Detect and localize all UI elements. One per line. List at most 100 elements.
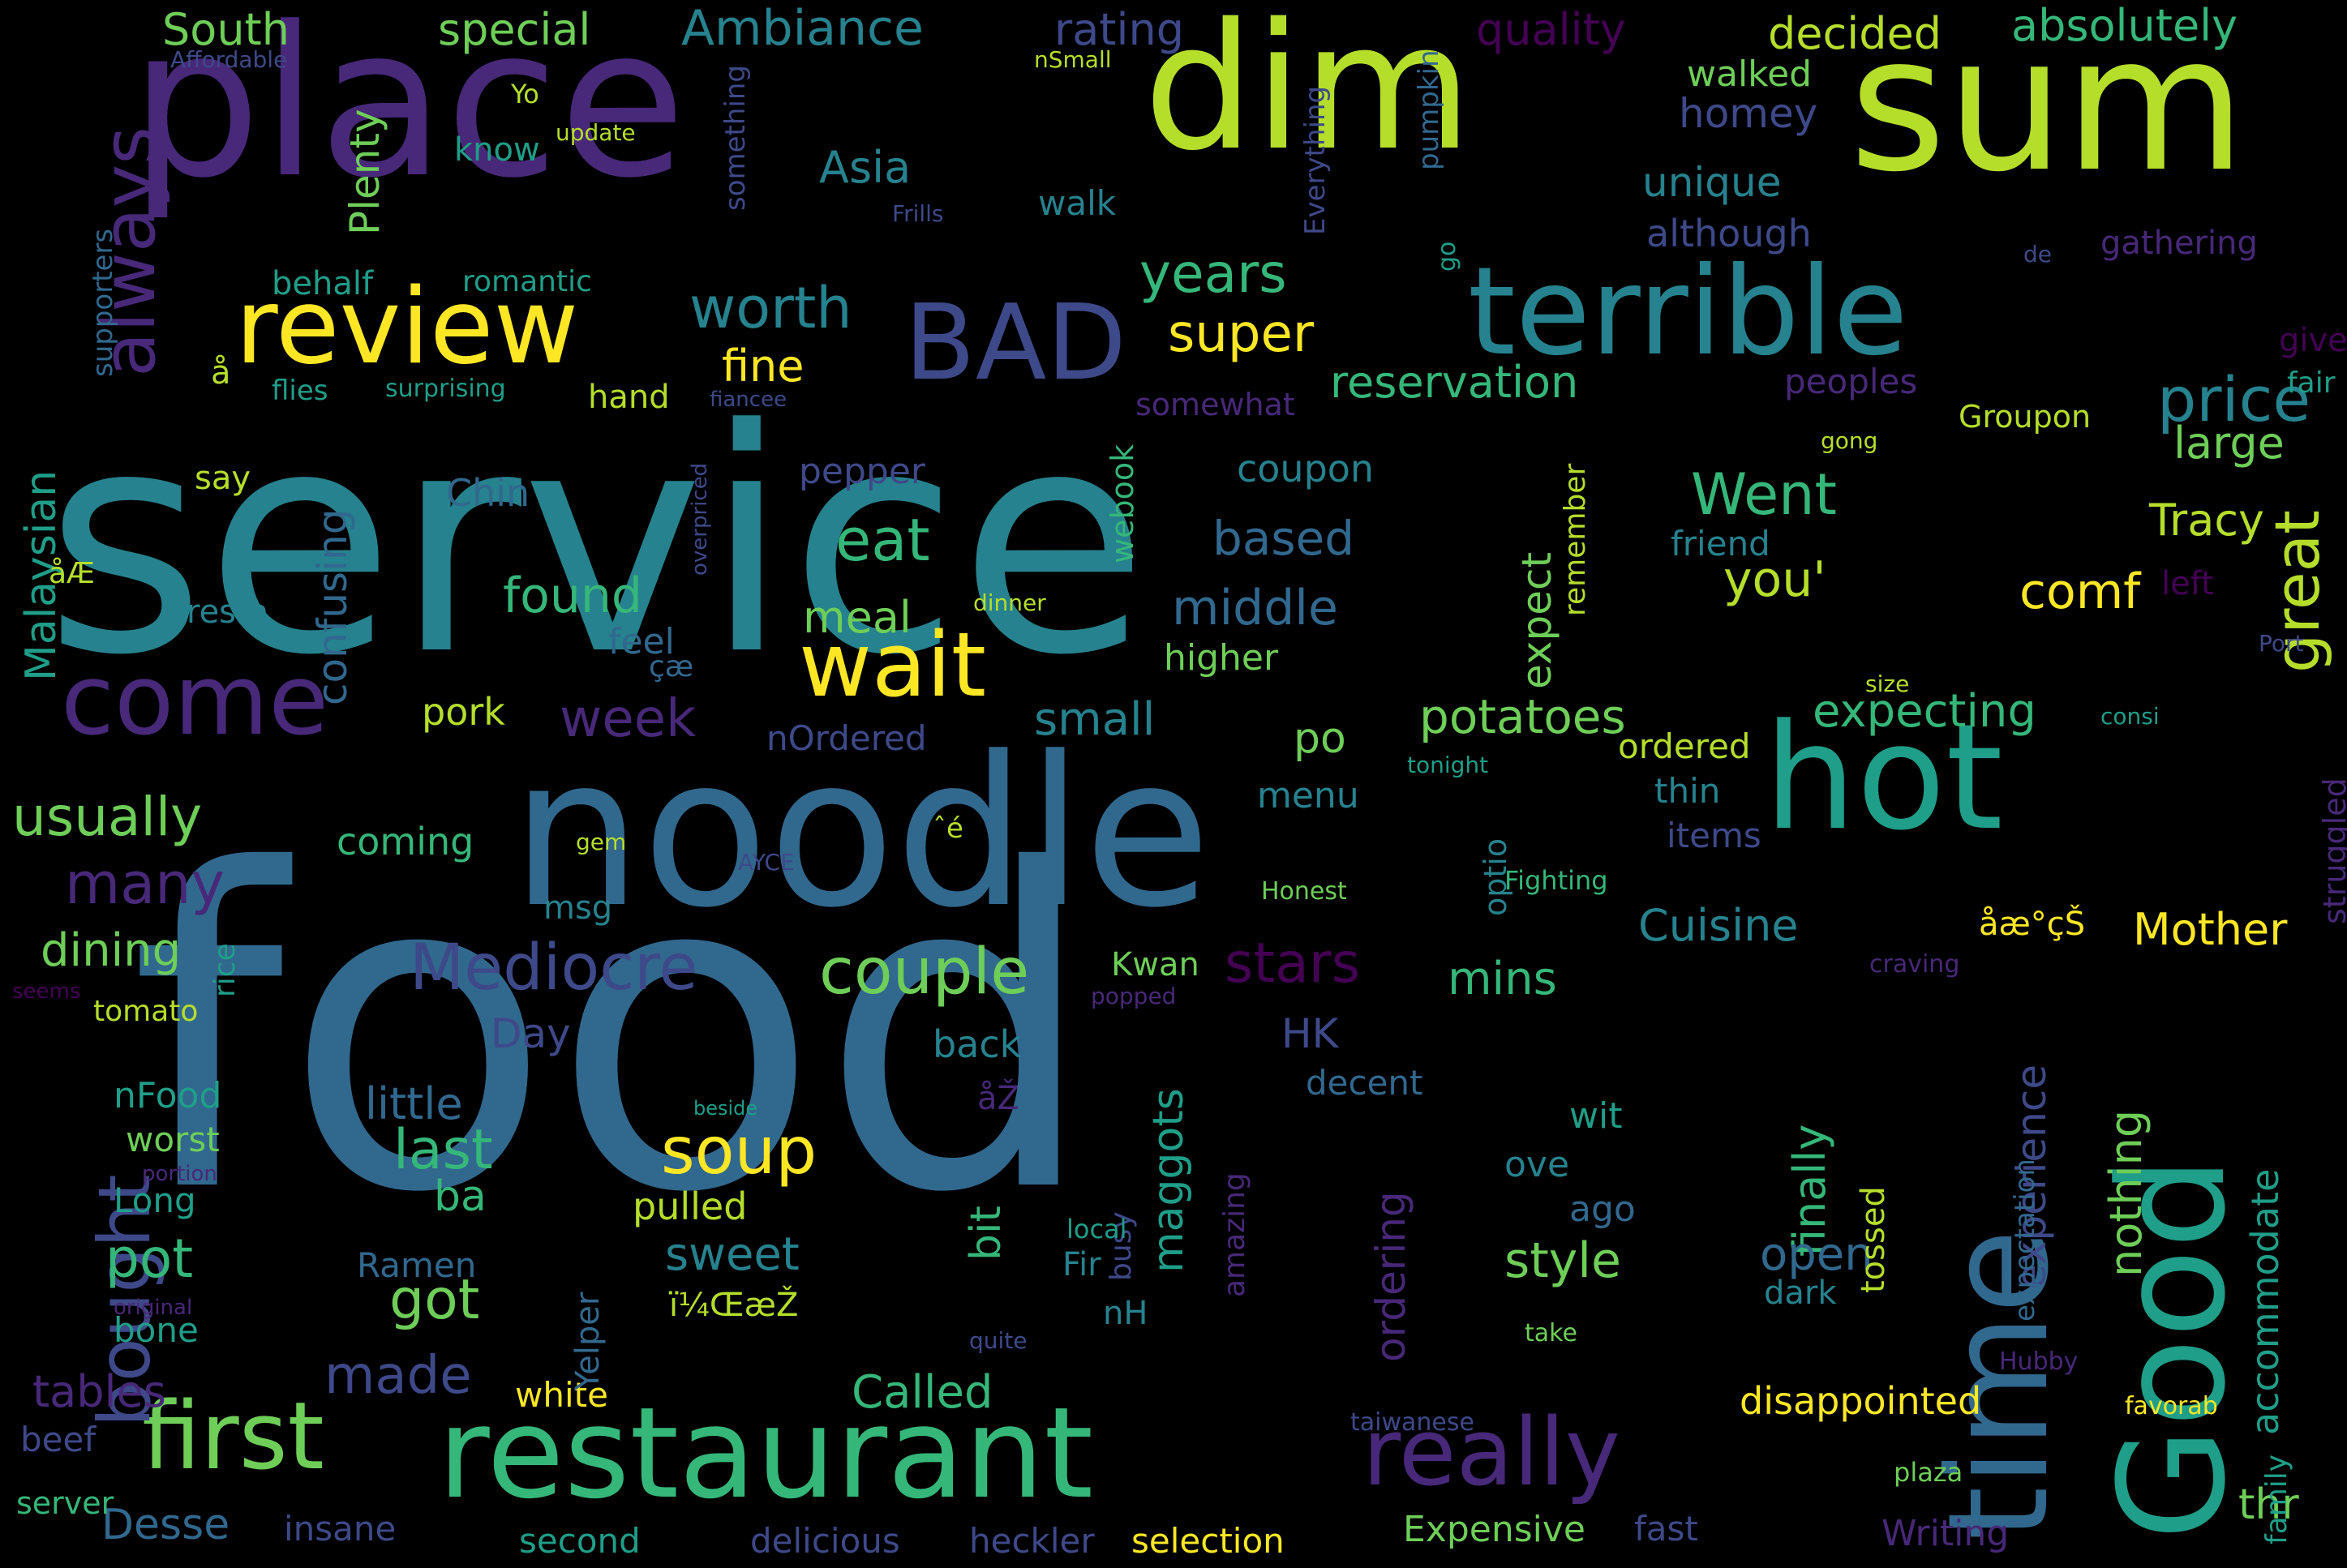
word-ove: ove [1504,1144,1570,1185]
word-walked: walked [1687,54,1813,95]
word-update: update [556,119,636,146]
word-frills: Frills [892,200,944,227]
word-beside: beside [693,1097,758,1120]
word-left: left [2161,565,2214,602]
word-confusing: confusing [309,508,356,705]
word-review: review [235,267,579,388]
word-craving: craving [1869,950,1960,979]
word-surprising: surprising [385,375,506,403]
word-long: Long [114,1180,196,1220]
word-favorab: favorab [2125,1392,2218,1420]
word-ordering: ordering [1367,1191,1414,1362]
word-wait: wait [799,613,987,717]
word-dining: dining [41,924,182,977]
word-insane: insane [284,1509,397,1549]
word-rating: rating [1054,4,1184,55]
word-eat: eat [835,506,930,574]
word-absolutely: absolutely [2011,0,2238,51]
word-groupon: Groupon [1959,399,2092,435]
word-open: open [1760,1228,1873,1281]
word-unique: unique [1642,159,1782,206]
word-ramen: Ramen [357,1245,477,1285]
word-nfood: nFood [114,1075,222,1116]
word-walk: walk [1038,183,1117,223]
word-tonight: tonight [1407,752,1489,778]
word-dark: dark [1764,1275,1837,1312]
word-hot: hot [1764,693,2003,863]
word-po: po [1294,714,1346,763]
word-original: original [114,1296,193,1320]
word-nsmall: nSmall [1034,46,1112,73]
word-south: South [162,4,290,55]
word-white: white [515,1375,608,1415]
word-ayce: AYCE [738,849,795,876]
word-everything: Everything [1299,85,1332,235]
word-fir: Fir [1062,1246,1101,1283]
word-ordered: ordered [1618,726,1751,766]
word-wit: wit [1569,1095,1623,1137]
word-sum: sum [1849,0,2246,213]
word-webook: webook [1105,443,1140,563]
word-small: small [1034,693,1156,746]
word-bone: bone [114,1310,199,1350]
word-worst: worst [126,1120,220,1159]
word-port: Port [2259,630,2304,657]
word-cuisine: Cuisine [1638,900,1799,951]
word-writing: Writing [1881,1513,2010,1554]
word-g2: åŽ [977,1080,1019,1117]
word-middle: middle [1172,580,1338,636]
word-beef: beef [20,1420,97,1459]
word-last: last [393,1118,493,1182]
word-expensive: Expensive [1403,1509,1585,1550]
word-taiwanese: taiwanese [1350,1408,1474,1437]
word-fighting: Fighting [1504,865,1608,896]
word-friend: friend [1671,524,1770,563]
word-disappointed: disappointed [1740,1379,1982,1423]
word-food: food [130,779,1098,1288]
word-peoples: peoples [1784,362,1918,401]
word-years: years [1139,242,1287,305]
word-little: little [365,1078,463,1129]
word-terrible: terrible [1468,242,1908,383]
word-remember: remember [1559,463,1592,616]
word-say: say [195,460,251,497]
word-g7: åæ°çŠ [1979,906,2086,943]
word-portion: portion [142,1162,217,1186]
word-de: de [2023,241,2052,268]
word-decided: decided [1768,8,1942,59]
word-mins: mins [1448,953,1557,1005]
word-coming: coming [337,820,474,863]
word-overpriced: overpriced [688,462,712,576]
word-server: server [16,1485,114,1521]
word-local: local [1066,1214,1127,1245]
word-pumpkin: pumpkin [1413,49,1445,170]
word-plaza: plaza [1894,1457,1963,1488]
word-rice: rice [208,943,242,997]
word-something: something [719,64,752,211]
word-expect: expect [1513,551,1560,689]
word-fine: fine [722,341,805,392]
word-many: many [65,850,225,917]
word-homey: homey [1679,90,1818,137]
word-pot: pot [105,1227,194,1290]
word-although: although [1646,212,1812,255]
word-potatoes: potatoes [1419,689,1626,744]
word-items: items [1667,816,1761,855]
word-coupon: coupon [1237,447,1375,491]
word-family: family [2260,1454,2293,1544]
word-maggots: maggots [1144,1088,1193,1273]
word-got: got [389,1268,480,1332]
word-fiancee: fiancee [710,388,787,412]
word-consi: consi [2100,703,2160,730]
word-sweet: sweet [665,1228,800,1281]
word-meal: meal [803,592,912,643]
word-place: place [130,0,687,224]
word-somewhat: somewhat [1135,387,1295,422]
word-kwan: Kwan [1111,946,1199,983]
word-went: Went [1691,461,1837,528]
word-honest: Honest [1261,877,1347,906]
word-week: week [560,689,697,749]
word-hand: hand [588,379,670,416]
word-back: back [933,1022,1022,1066]
